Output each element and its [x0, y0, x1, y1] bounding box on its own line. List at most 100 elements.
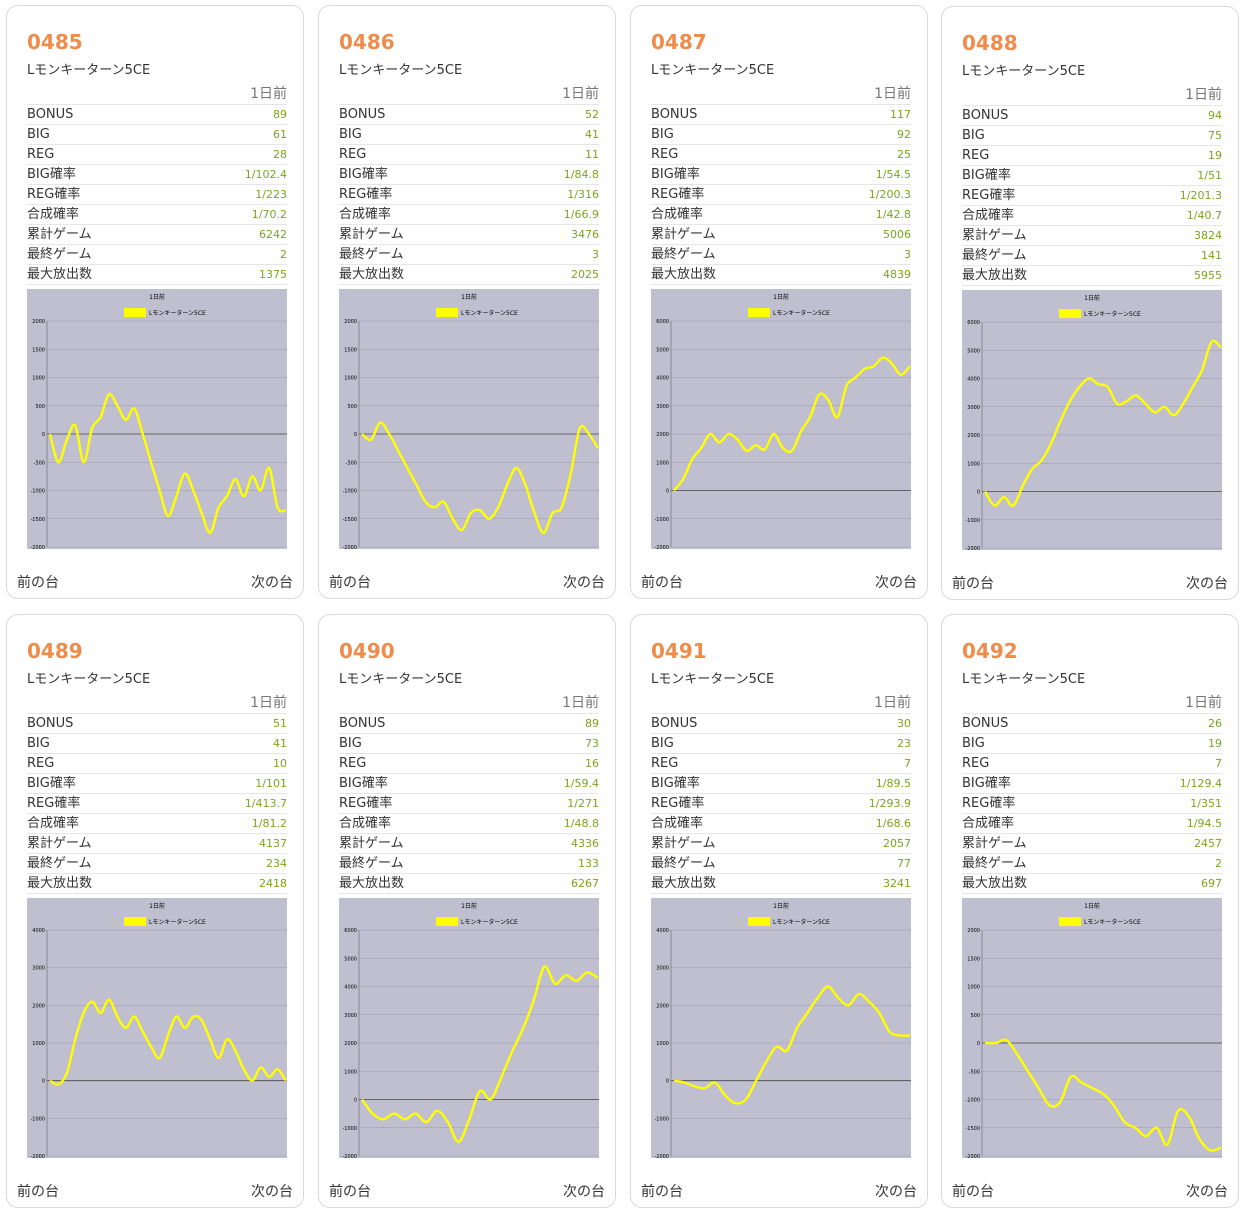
- stats-value: 1/223: [255, 188, 287, 201]
- y-tick-label: 0: [977, 490, 980, 496]
- stats-label: 最終ゲーム: [339, 247, 404, 262]
- y-tick-label: -1000: [30, 1116, 45, 1122]
- stats-value: 1/351: [1190, 797, 1222, 810]
- stats-row: 合成確率 1/94.5: [962, 814, 1222, 834]
- next-machine-link[interactable]: 次の台: [251, 1184, 293, 1200]
- stats-value: 1/84.8: [563, 168, 599, 181]
- stats-row: BIG 41: [339, 125, 599, 145]
- y-tick-label: 6000: [344, 928, 357, 934]
- stats-label: BONUS: [651, 716, 698, 731]
- chart-background: [27, 289, 287, 549]
- series-line: [49, 998, 287, 1086]
- prev-machine-link[interactable]: 前の台: [952, 1184, 994, 1200]
- legend-swatch: [748, 917, 770, 926]
- stats-row: 合成確率 1/68.6: [651, 814, 911, 834]
- prev-machine-link[interactable]: 前の台: [952, 576, 994, 592]
- stats-row: 最終ゲーム 3: [651, 245, 911, 265]
- y-tick-label: 5000: [967, 348, 980, 354]
- stats-value: 3824: [1194, 229, 1222, 242]
- stats-row: REG確率 1/293.9: [651, 794, 911, 814]
- slump-chart: 1日前 Lモンキーターン5CE -2000 -1500 -1000 -500 0 500 100…: [339, 289, 599, 549]
- stats-label: 最大放出数: [962, 876, 1028, 891]
- stats-value: 141: [1201, 249, 1222, 262]
- y-tick-label: -1000: [654, 517, 669, 523]
- prev-machine-link[interactable]: 前の台: [329, 1184, 371, 1200]
- stats-row: REG 7: [962, 754, 1222, 774]
- prev-machine-link[interactable]: 前の台: [641, 575, 683, 591]
- stats-row: 最終ゲーム 141: [962, 246, 1222, 266]
- machine-number[interactable]: 0488: [962, 31, 1018, 55]
- stats-value: 92: [897, 128, 911, 141]
- slump-chart-svg: 1日前 Lモンキーターン5CE -2000 -1000 0 1000 2000 3000 400…: [651, 289, 911, 549]
- y-tick-label: -2000: [30, 545, 45, 549]
- machine-number[interactable]: 0486: [339, 30, 395, 54]
- y-tick-label: 2000: [656, 432, 669, 438]
- stats-row: BIG確率 1/89.5: [651, 774, 911, 794]
- next-machine-link[interactable]: 次の台: [875, 575, 917, 591]
- stats-label: BIG確率: [339, 776, 388, 791]
- machine-number[interactable]: 0491: [651, 639, 707, 663]
- stats-value: 1/40.7: [1186, 209, 1222, 222]
- stats-value: 16: [585, 757, 599, 770]
- machine-card: 0485 Lモンキーターン5CE 1日前 BONUS 89 BIG 61 REG 28 BIG確率…: [6, 5, 304, 599]
- slump-chart-svg: 1日前 Lモンキーターン5CE -2000 -1000 0 1000 2000 3000 400…: [651, 898, 911, 1158]
- machine-number[interactable]: 0492: [962, 639, 1018, 663]
- stats-value: 23: [897, 737, 911, 750]
- stats-row: BIG 41: [27, 734, 287, 754]
- prev-machine-link[interactable]: 前の台: [641, 1184, 683, 1200]
- stats-value: 10: [273, 757, 287, 770]
- stats-row: BIG確率 1/54.5: [651, 165, 911, 185]
- series-line: [673, 985, 911, 1105]
- prev-machine-link[interactable]: 前の台: [17, 575, 59, 591]
- stats-row: REG確率 1/316: [339, 185, 599, 205]
- stats-label: 累計ゲーム: [962, 836, 1027, 851]
- slump-chart-svg: 1日前 Lモンキーターン5CE -2000 -1500 -1000 -500 0 500 100…: [339, 289, 599, 549]
- machine-number[interactable]: 0487: [651, 30, 707, 54]
- legend-label: Lモンキーターン5CE: [461, 309, 518, 317]
- next-machine-link[interactable]: 次の台: [875, 1184, 917, 1200]
- chart-background: [339, 289, 599, 549]
- prev-machine-link[interactable]: 前の台: [17, 1184, 59, 1200]
- next-machine-link[interactable]: 次の台: [1186, 576, 1228, 592]
- next-machine-link[interactable]: 次の台: [1186, 1184, 1228, 1200]
- stats-row: 最大放出数 2418: [27, 874, 287, 894]
- next-machine-link[interactable]: 次の台: [563, 1184, 605, 1200]
- y-tick-label: 5000: [656, 347, 669, 353]
- stats-header-day: 1日前: [27, 693, 287, 714]
- stats-label: REG確率: [339, 796, 393, 811]
- stats-label: 最終ゲーム: [962, 248, 1027, 263]
- stats-value: 89: [585, 717, 599, 730]
- stats-row: 最終ゲーム 2: [962, 854, 1222, 874]
- prev-machine-link[interactable]: 前の台: [329, 575, 371, 591]
- machine-number[interactable]: 0490: [339, 639, 395, 663]
- stats-label: 合成確率: [962, 208, 1015, 223]
- y-tick-label: 1500: [344, 347, 357, 353]
- stats-row: BIG確率 1/101: [27, 774, 287, 794]
- stats-row: 累計ゲーム 6242: [27, 225, 287, 245]
- stats-value: 6267: [571, 877, 599, 890]
- stats-label: BIG: [962, 128, 985, 143]
- stats-row: REG確率 1/201.3: [962, 186, 1222, 206]
- machine-model: Lモンキーターン5CE: [962, 64, 1086, 79]
- stats-value: 1/68.6: [875, 817, 911, 830]
- stats-label: BIG: [651, 736, 674, 751]
- machine-number[interactable]: 0489: [27, 639, 83, 663]
- stats-value: 1/293.9: [868, 797, 911, 810]
- stats-row: BONUS 26: [962, 714, 1222, 734]
- next-machine-link[interactable]: 次の台: [251, 575, 293, 591]
- y-tick-label: 4000: [344, 985, 357, 991]
- stats-value: 1/89.5: [875, 777, 911, 790]
- stats-label: BIG: [339, 736, 362, 751]
- stats-label: REG: [339, 756, 367, 771]
- stats-row: BIG確率 1/84.8: [339, 165, 599, 185]
- stats-value: 1/201.3: [1179, 189, 1222, 202]
- stats-value: 1/81.2: [251, 817, 287, 830]
- y-tick-label: 0: [354, 432, 357, 438]
- machine-card: 0488 Lモンキーターン5CE 1日前 BONUS 94 BIG 75 REG 19 BIG確率…: [941, 6, 1239, 600]
- next-machine-link[interactable]: 次の台: [563, 575, 605, 591]
- y-tick-label: -2000: [342, 1154, 357, 1158]
- legend-label: Lモンキーターン5CE: [773, 918, 830, 926]
- stats-value: 2418: [259, 877, 287, 890]
- stats-label: 最大放出数: [27, 267, 93, 282]
- machine-number[interactable]: 0485: [27, 30, 83, 54]
